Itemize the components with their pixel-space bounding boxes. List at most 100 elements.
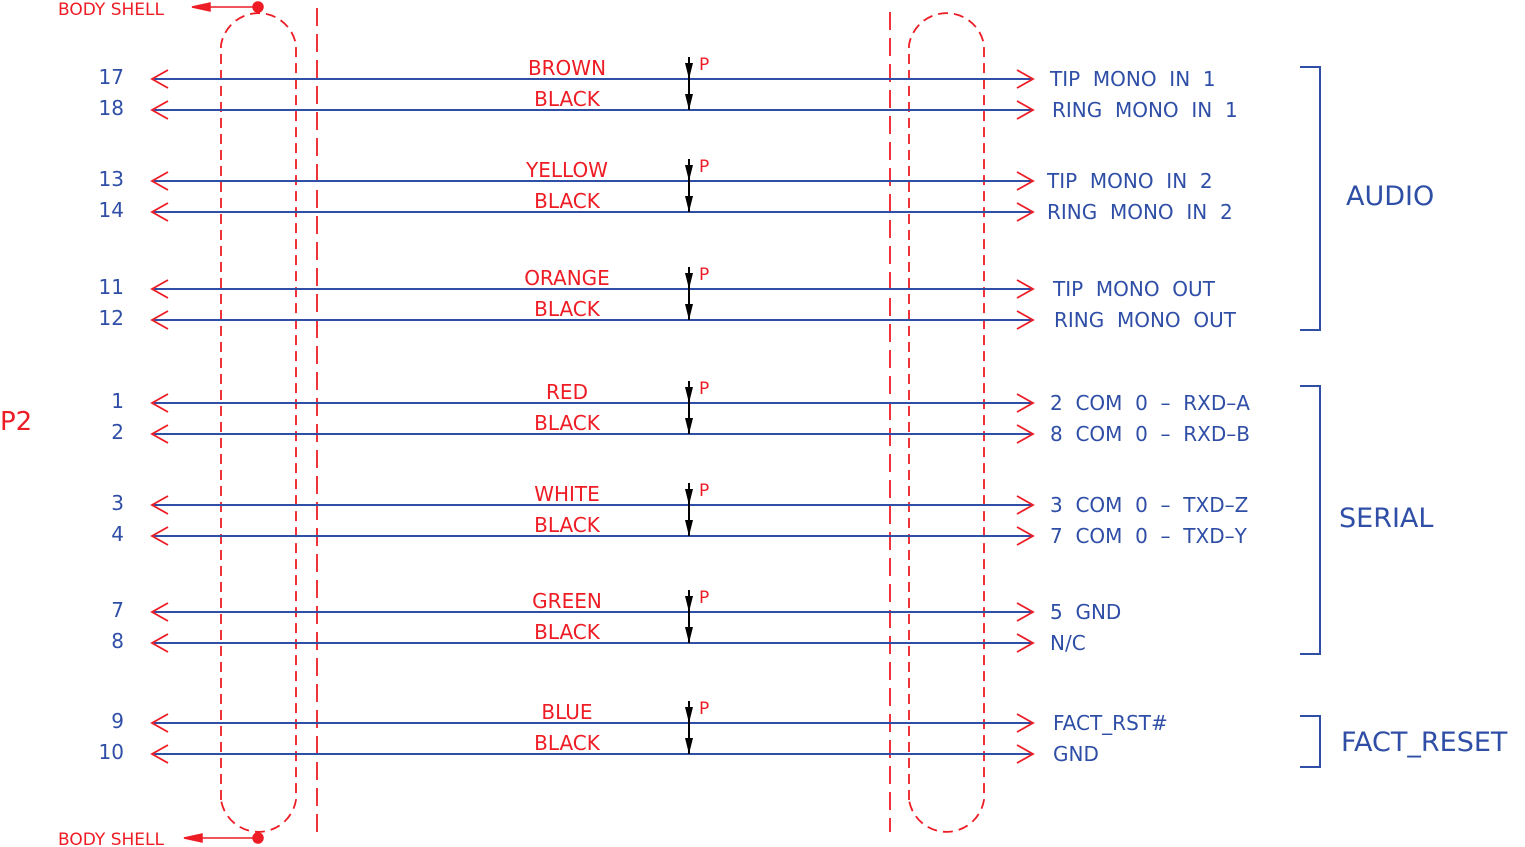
- pin-number: 14: [99, 198, 124, 222]
- wire-color-label: BLACK: [534, 620, 601, 644]
- wire-pair: 17 BROWN TIP MONO IN 1 18 BLACK RING MONO IN …: [99, 55, 1238, 122]
- signal-label: 7 COM 0 – TXD–Y: [1050, 524, 1248, 548]
- right-arrow-icon: [1016, 526, 1035, 546]
- right-arrow-icon: [1016, 744, 1035, 764]
- signal-label: N/C: [1050, 631, 1086, 655]
- group-label: AUDIO: [1346, 181, 1434, 212]
- wire-color-label: ORANGE: [524, 266, 610, 290]
- wire-color-label: BLACK: [534, 411, 601, 435]
- wire-color-label: BLACK: [534, 731, 601, 755]
- wire-pair: 1 RED 2 COM 0 – RXD–A 2 BLACK 8 COM 0 – RXD–B…: [111, 379, 1250, 446]
- body-shell-top-label: BODY SHELL: [58, 0, 164, 20]
- left-arrow-icon: [150, 713, 169, 733]
- group-label: FACT_RESET: [1341, 727, 1508, 758]
- right-arrow-icon: [1016, 602, 1035, 622]
- signal-label: GND: [1053, 742, 1099, 766]
- twisted-pair-marker-icon: [685, 483, 693, 536]
- signal-label: 8 COM 0 – RXD–B: [1050, 422, 1250, 446]
- wire-color-label: BLACK: [534, 513, 601, 537]
- left-shield-outline: [220, 12, 297, 833]
- pin-number: 4: [111, 522, 124, 546]
- signal-label: RING MONO IN 2: [1047, 200, 1233, 224]
- wire-color-label: BLACK: [534, 297, 601, 321]
- twisted-pair-marker-icon: [685, 590, 693, 643]
- left-arrow-icon: [150, 424, 169, 444]
- pin-number: 13: [99, 167, 124, 191]
- pin-number: 3: [111, 491, 124, 515]
- left-arrow-icon: [150, 633, 169, 653]
- right-arrow-icon: [1016, 713, 1035, 733]
- left-arrow-icon: [150, 100, 169, 120]
- wire-color-label: BLACK: [534, 87, 601, 111]
- wire-color-label: WHITE: [534, 482, 600, 506]
- wire-color-label: YELLOW: [525, 158, 608, 182]
- twist-label: P: [699, 588, 709, 608]
- twist-label: P: [699, 699, 709, 719]
- twist-label: P: [699, 265, 709, 285]
- pin-number: 9: [111, 709, 124, 733]
- pin-number: 8: [111, 629, 124, 653]
- left-arrow-icon: [150, 279, 169, 299]
- signal-label: TIP MONO IN 2: [1046, 169, 1213, 193]
- pin-number: 17: [99, 65, 124, 89]
- group-bracket: [1300, 715, 1321, 768]
- wire-pair: 9 BLUE FACT_RST# 10 BLACK GND P: [99, 699, 1168, 766]
- body-shell-top-lead: [191, 1, 264, 13]
- wire-color-label: BLACK: [534, 189, 601, 213]
- pin-number: 12: [99, 306, 124, 330]
- right-arrow-icon: [1016, 100, 1035, 120]
- pin-number: 10: [99, 740, 124, 764]
- twisted-pair-marker-icon: [685, 159, 693, 212]
- right-shield-outline: [908, 12, 985, 833]
- left-arrow-icon: [150, 393, 169, 413]
- wire-pair: 11 ORANGE TIP MONO OUT 12 BLACK RING MONO OUT…: [99, 265, 1237, 332]
- pin-number: 18: [99, 96, 124, 120]
- wire-color-label: BROWN: [528, 56, 606, 80]
- wire-color-label: BLUE: [541, 700, 592, 724]
- twisted-pair-marker-icon: [685, 267, 693, 320]
- left-arrow-icon: [150, 202, 169, 222]
- right-arrow-icon: [1016, 495, 1035, 515]
- twist-label: P: [699, 481, 709, 501]
- connector-label: P2: [0, 407, 32, 437]
- left-arrow-icon: [150, 171, 169, 191]
- twisted-pair-marker-icon: [685, 57, 693, 110]
- twist-label: P: [699, 55, 709, 75]
- signal-label: TIP MONO IN 1: [1049, 67, 1216, 91]
- left-arrow-icon: [150, 602, 169, 622]
- pin-number: 1: [111, 389, 124, 413]
- left-arrow-icon: [150, 526, 169, 546]
- body-shell-bottom-lead: [183, 832, 264, 844]
- pin-number: 2: [111, 420, 124, 444]
- twisted-pair-marker-icon: [685, 701, 693, 754]
- pin-number: 11: [99, 275, 124, 299]
- left-arrow-icon: [150, 69, 169, 89]
- right-arrow-icon: [1016, 393, 1035, 413]
- signal-label: 2 COM 0 – RXD–A: [1050, 391, 1250, 415]
- left-arrow-icon: [150, 744, 169, 764]
- group-bracket: [1300, 66, 1321, 331]
- right-arrow-icon: [1016, 424, 1035, 444]
- wire-pair: 3 WHITE 3 COM 0 – TXD–Z 4 BLACK 7 COM 0 – TXD…: [111, 481, 1248, 548]
- wire-pair: 7 GREEN 5 GND 8 BLACK N/C P: [111, 588, 1121, 655]
- twist-label: P: [699, 157, 709, 177]
- twist-label: P: [699, 379, 709, 399]
- left-arrow-icon: [150, 310, 169, 330]
- signal-group: FACT_RESET: [1300, 715, 1508, 768]
- group-bracket: [1300, 385, 1321, 655]
- right-arrow-icon: [1016, 69, 1035, 89]
- right-arrow-icon: [1016, 279, 1035, 299]
- twisted-pair-marker-icon: [685, 381, 693, 434]
- right-arrow-icon: [1016, 202, 1035, 222]
- wire-color-label: GREEN: [532, 589, 602, 613]
- signal-label: 3 COM 0 – TXD–Z: [1050, 493, 1248, 517]
- body-shell-bottom-label: BODY SHELL: [58, 830, 164, 847]
- signal-label: TIP MONO OUT: [1052, 277, 1216, 301]
- right-arrow-icon: [1016, 633, 1035, 653]
- left-arrow-icon: [150, 495, 169, 515]
- wire-color-label: RED: [546, 380, 588, 404]
- signal-group: SERIAL: [1300, 385, 1433, 655]
- group-label: SERIAL: [1339, 503, 1433, 534]
- signal-label: RING MONO OUT: [1054, 308, 1237, 332]
